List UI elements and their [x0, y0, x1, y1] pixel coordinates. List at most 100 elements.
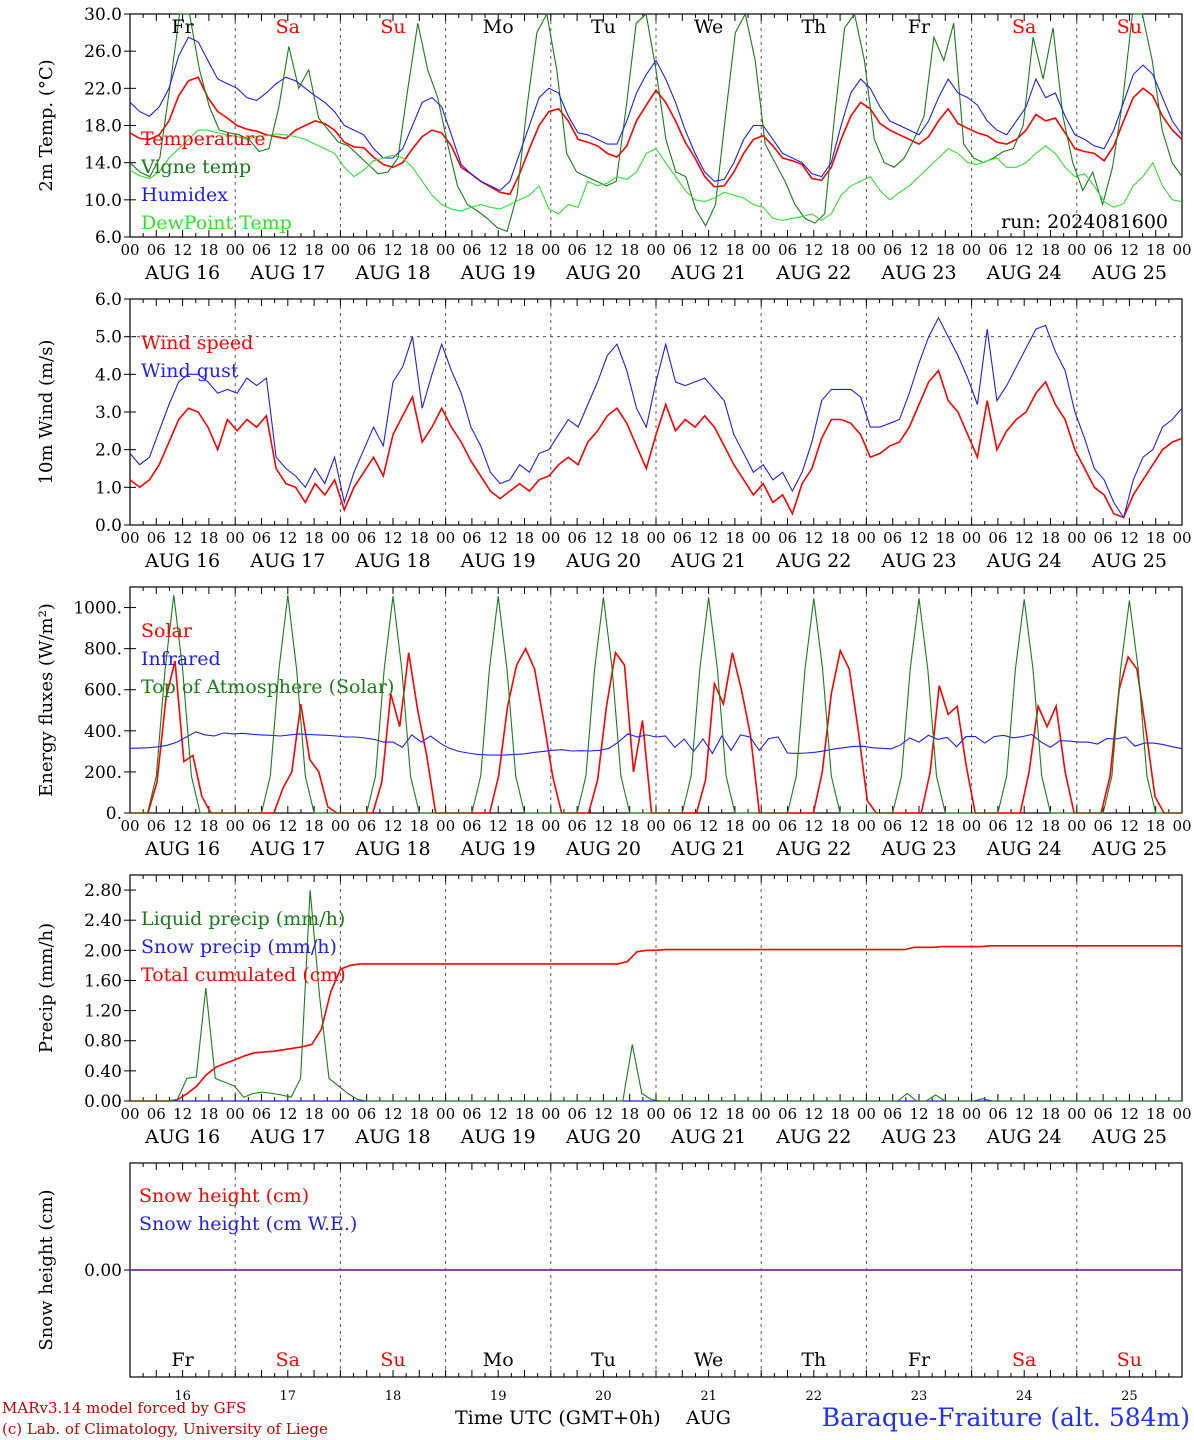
- legend-entry: Top of Atmosphere (Solar): [141, 676, 394, 698]
- day-name-label: Su: [380, 1349, 405, 1371]
- hour-tick-label: 12: [594, 817, 613, 835]
- hour-tick-label: 00: [1067, 241, 1086, 259]
- hour-tick-label: 18: [831, 1105, 850, 1123]
- date-tick-label: AUG 23: [880, 1126, 956, 1148]
- hour-tick-label: 00: [646, 529, 665, 547]
- day-number-label: 17: [280, 1389, 297, 1404]
- day-number-label: 23: [911, 1389, 928, 1404]
- hour-tick-label: 00: [857, 241, 876, 259]
- hour-tick-label: 06: [252, 817, 271, 835]
- day-name-label: Tu: [591, 16, 616, 38]
- hour-tick-label: 06: [1094, 529, 1113, 547]
- hour-tick-label: 00: [1172, 529, 1191, 547]
- hour-tick-label: 18: [515, 1105, 534, 1123]
- hour-tick-label: 18: [620, 529, 639, 547]
- hour-tick-label: 12: [804, 529, 823, 547]
- hour-tick-label: 06: [568, 817, 587, 835]
- date-tick-label: AUG 24: [986, 550, 1062, 572]
- series-line-infrared: [129, 731, 1183, 756]
- hour-tick-label: 06: [462, 241, 481, 259]
- hour-tick-label: 18: [620, 1105, 639, 1123]
- date-tick-label: AUG 25: [1091, 262, 1167, 284]
- day-name-label: Sa: [1012, 1349, 1036, 1371]
- hour-tick-label: 00: [962, 817, 981, 835]
- day-name-label: Su: [380, 16, 405, 38]
- hour-tick-label: 00: [436, 241, 455, 259]
- hour-tick-label: 18: [936, 817, 955, 835]
- hour-tick-label: 06: [147, 529, 166, 547]
- model-credit: MARv3.14 model forced by GFS: [2, 1399, 246, 1417]
- hour-tick-label: 18: [410, 529, 429, 547]
- hour-tick-label: 12: [173, 817, 192, 835]
- hour-tick-label: 18: [725, 817, 744, 835]
- hour-tick-label: 00: [1172, 241, 1191, 259]
- hour-tick-label: 18: [515, 529, 534, 547]
- hour-tick-label: 12: [383, 1105, 402, 1123]
- date-tick-label: AUG 18: [354, 838, 430, 860]
- y-tick-label: 0.80: [84, 1032, 122, 1052]
- day-name-label: Th: [801, 1349, 826, 1371]
- y-tick-label: 2.00: [84, 941, 122, 961]
- y-tick-label: 6.0: [95, 290, 122, 310]
- legend-entry: Total cumulated (cm): [141, 964, 346, 986]
- date-tick-label: AUG 22: [775, 838, 851, 860]
- day-name-label: We: [694, 1349, 723, 1371]
- station-name: Baraque-Fraiture (alt. 584m): [822, 1403, 1190, 1432]
- date-tick-label: AUG 24: [986, 262, 1062, 284]
- hour-tick-label: 00: [226, 817, 245, 835]
- hour-tick-label: 00: [752, 529, 771, 547]
- day-name-label: Th: [801, 16, 826, 38]
- y-tick-label: 6.0: [95, 228, 122, 248]
- date-tick-label: AUG 21: [670, 550, 746, 572]
- legend-entry: DewPoint Temp: [141, 212, 292, 234]
- hour-tick-label: 00: [752, 1105, 771, 1123]
- hour-tick-label: 18: [199, 241, 218, 259]
- day-number-label: 20: [595, 1389, 612, 1404]
- wind-panel: 00 06 12 18 00 06 12 18 00 06 12 18 00 06 12 18 00 06 12 18…: [36, 290, 1192, 572]
- snow-height-panel: 0.00 Snow height (cm) Snow height (cm) Snow…: [36, 1162, 1183, 1404]
- hour-tick-label: 12: [594, 529, 613, 547]
- hour-tick-label: 12: [1120, 241, 1139, 259]
- hour-tick-label: 18: [410, 1105, 429, 1123]
- hour-tick-label: 06: [462, 529, 481, 547]
- y-tick-label: 26.0: [84, 42, 122, 62]
- hour-tick-label: 12: [909, 1105, 928, 1123]
- day-name-label: Sa: [1012, 16, 1036, 38]
- hour-tick-label: 18: [936, 241, 955, 259]
- hour-tick-label: 12: [1015, 817, 1034, 835]
- date-tick-label: AUG 25: [1091, 1126, 1167, 1148]
- series-line-humidex: [129, 36, 1183, 192]
- hour-tick-label: 12: [383, 817, 402, 835]
- hour-tick-label: 12: [909, 529, 928, 547]
- series-line-liquid-precip-mm-h-: [130, 890, 1182, 1102]
- hour-tick-label: 12: [1120, 529, 1139, 547]
- hour-tick-label: 00: [962, 1105, 981, 1123]
- hour-tick-label: 18: [831, 241, 850, 259]
- legend-entry: Liquid precip (mm/h): [141, 908, 345, 930]
- day-number-label: 24: [1016, 1389, 1033, 1404]
- hour-tick-label: 06: [883, 817, 902, 835]
- hour-tick-label: 18: [199, 1105, 218, 1123]
- hour-tick-label: 00: [1172, 1105, 1191, 1123]
- y-tick-label: 14.0: [84, 154, 122, 174]
- y-tick-label: 0.00: [84, 1092, 122, 1112]
- date-tick-label: AUG 23: [880, 262, 956, 284]
- hour-tick-label: 12: [489, 817, 508, 835]
- temperature-panel: 00 06 12 18 00 06 12 18 00 06 12 18 00 06 12 18 00 06 12 18…: [36, 5, 1192, 284]
- hour-tick-label: 00: [646, 1105, 665, 1123]
- day-name-label: Fr: [171, 1349, 194, 1371]
- hour-tick-label: 18: [725, 1105, 744, 1123]
- hour-tick-label: 06: [988, 817, 1007, 835]
- hour-tick-label: 18: [305, 1105, 324, 1123]
- hour-tick-label: 00: [1172, 817, 1191, 835]
- date-tick-label: AUG 22: [775, 1126, 851, 1148]
- hour-tick-label: 18: [515, 817, 534, 835]
- date-tick-label: AUG 19: [460, 550, 536, 572]
- hour-tick-label: 18: [1146, 817, 1165, 835]
- hour-tick-label: 12: [173, 1105, 192, 1123]
- date-tick-label: AUG 23: [880, 838, 956, 860]
- y-tick-label: 600.: [84, 681, 122, 701]
- day-name-label: Fr: [908, 1349, 931, 1371]
- hour-tick-label: 18: [199, 529, 218, 547]
- day-name-label: Tu: [591, 1349, 616, 1371]
